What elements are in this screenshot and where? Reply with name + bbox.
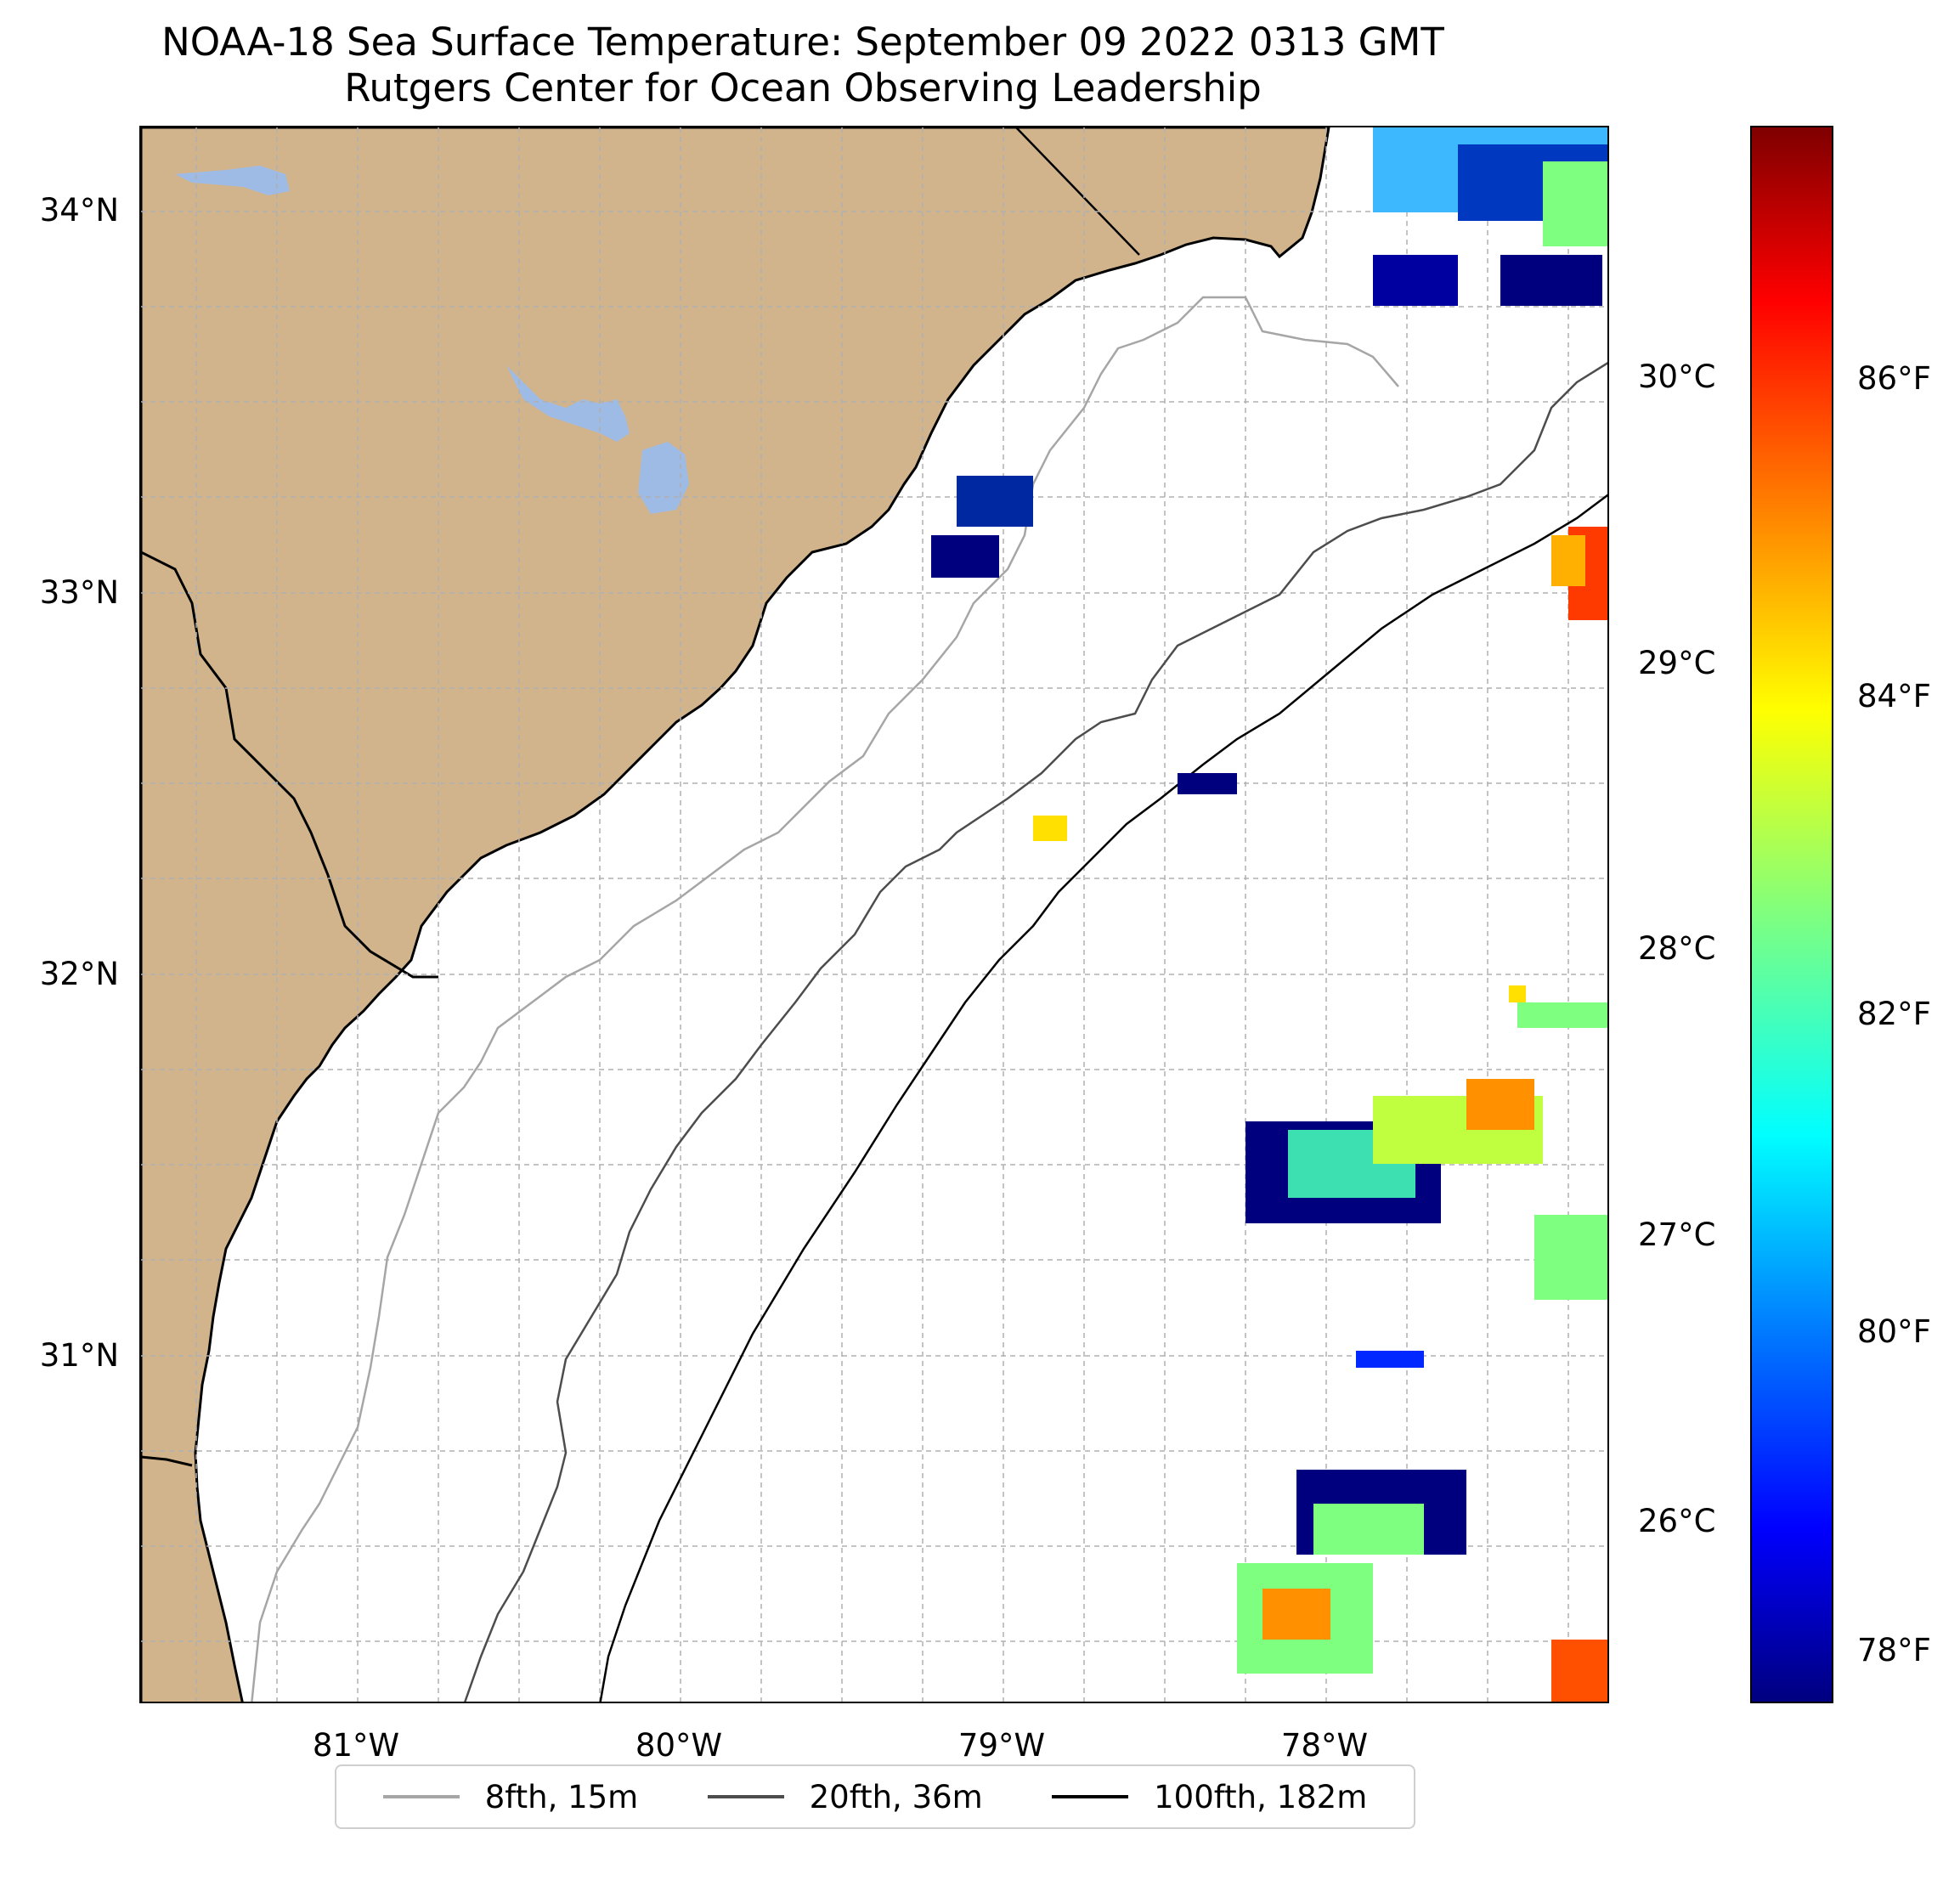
legend-item-20fth: 20fth, 36m — [707, 1778, 983, 1815]
legend-item-100fth: 100fth, 182m — [1052, 1779, 1367, 1815]
state-border-sc-ga — [141, 550, 438, 979]
state-border-nc-sc — [1015, 127, 1140, 256]
legend-label-20fth: 20fth, 36m — [809, 1778, 983, 1815]
colorbar-label-30c: 30°C — [1638, 358, 1716, 395]
colorbar — [1750, 126, 1833, 1703]
lat-label-34n: 34°N — [39, 192, 119, 229]
state-border-ga-fl — [141, 1455, 193, 1467]
title-line-1: NOAA-18 Sea Surface Temperature: Septemb… — [161, 20, 1444, 65]
lon-label-78w: 78°W — [1280, 1727, 1369, 1764]
title-line-2: Rutgers Center for Ocean Observing Leade… — [344, 65, 1262, 110]
sst-data — [931, 127, 1607, 1702]
isobath-8fth — [251, 296, 1399, 1702]
colorbar-label-27c: 27°C — [1638, 1217, 1716, 1253]
isobath-legend: 8fth, 15m 20fth, 36m 100fth, 182m — [335, 1764, 1415, 1829]
lon-label-80w: 80°W — [635, 1727, 723, 1764]
lat-label-31n: 31°N — [39, 1337, 119, 1374]
legend-swatch-20fth — [707, 1795, 784, 1798]
lake-moultrie — [638, 442, 689, 514]
colorbar-label-29c: 29°C — [1638, 645, 1716, 681]
legend-label-100fth: 100fth, 182m — [1154, 1778, 1368, 1815]
colorbar-label-86f: 86°F — [1857, 360, 1931, 397]
colorbar-label-80f: 80°F — [1857, 1313, 1931, 1350]
legend-swatch-8fth — [382, 1795, 460, 1798]
graticule — [141, 127, 1607, 1702]
isobath-20fth — [464, 362, 1607, 1702]
lake-marion — [506, 365, 630, 442]
lon-label-81w: 81°W — [312, 1727, 400, 1764]
legend-item-8fth: 8fth, 15m — [382, 1778, 639, 1815]
map-area[interactable] — [139, 126, 1609, 1703]
colorbar-label-28c: 28°C — [1638, 930, 1716, 967]
legend-label-8fth: 8fth, 15m — [484, 1778, 639, 1815]
colorbar-label-26c: 26°C — [1638, 1503, 1716, 1539]
lat-label-32n: 32°N — [39, 956, 119, 992]
colorbar-label-78f: 78°F — [1857, 1632, 1931, 1668]
lat-label-33n: 33°N — [39, 574, 119, 611]
lon-label-79w: 79°W — [957, 1727, 1046, 1764]
lake-upper — [175, 166, 290, 195]
colorbar-label-84f: 84°F — [1857, 678, 1931, 714]
legend-swatch-100fth — [1052, 1795, 1129, 1798]
map-canvas — [141, 127, 1607, 1702]
isobath-100fth — [599, 494, 1607, 1702]
colorbar-label-82f: 82°F — [1857, 996, 1931, 1032]
